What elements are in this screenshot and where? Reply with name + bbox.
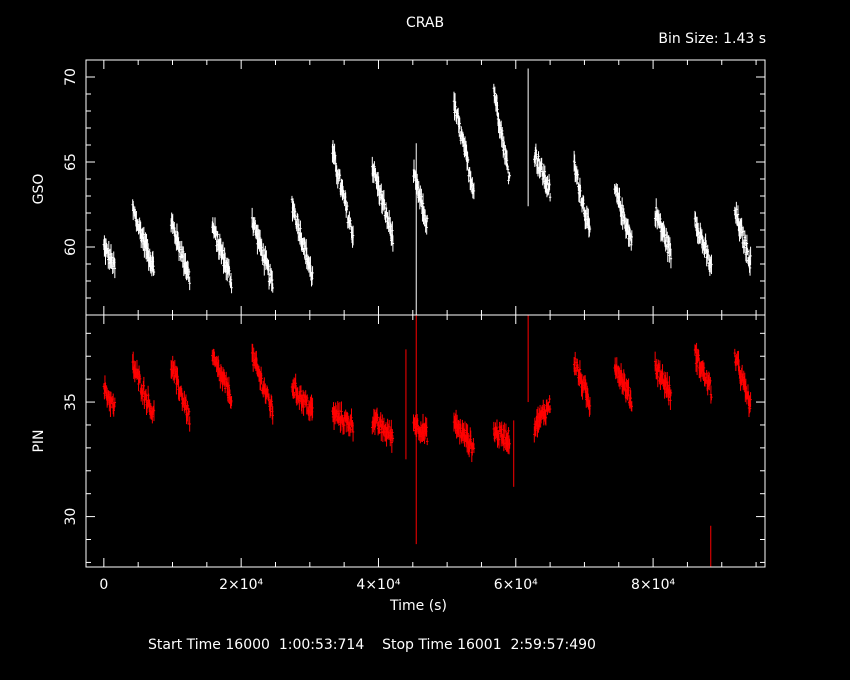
x-tick-label: 8×10⁴: [631, 577, 675, 593]
start-time-label: Start Time: [148, 637, 221, 653]
pin-y-tick-label: 35: [63, 393, 79, 411]
stop-day: 16001: [457, 637, 502, 653]
x-tick-label: 4×10⁴: [356, 577, 400, 593]
time-range-footer: Start Time 16000 1:00:53:714 Stop Time 1…: [148, 637, 596, 653]
gso-axis-label: GSO: [31, 174, 47, 205]
start-time: 1:00:53:714: [278, 637, 365, 653]
pin-axis-label: PIN: [31, 429, 47, 452]
x-tick-label: 6×10⁴: [494, 577, 538, 593]
pin-y-tick-label: 30: [63, 508, 79, 526]
x-tick-label: 2×10⁴: [219, 577, 263, 593]
pin-panel-frame: [85, 314, 766, 568]
gso-y-tick-label: 60: [63, 238, 79, 256]
bin-size-label: Bin Size: 1.43 s: [658, 31, 766, 47]
gso-y-tick-label: 70: [63, 68, 79, 86]
x-axis-label: Time (s): [390, 598, 447, 614]
gso-y-tick-label: 65: [63, 153, 79, 171]
stop-time: 2:59:57:490: [510, 637, 596, 653]
x-tick-label: 0: [99, 577, 108, 593]
start-day: 16000: [225, 637, 270, 653]
stop-time-label: Stop Time: [382, 637, 453, 653]
chart-title: CRAB: [405, 15, 445, 31]
